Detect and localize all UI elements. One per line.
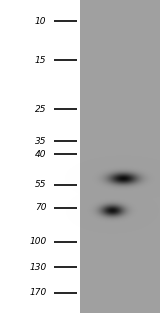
Text: 10: 10	[35, 17, 46, 26]
Text: 35: 35	[35, 137, 46, 146]
Text: 15: 15	[35, 56, 46, 65]
Text: 100: 100	[29, 238, 46, 246]
Text: 25: 25	[35, 105, 46, 114]
Text: 170: 170	[29, 288, 46, 297]
Text: 70: 70	[35, 203, 46, 212]
Text: 40: 40	[35, 150, 46, 159]
Text: 130: 130	[29, 263, 46, 272]
Text: 55: 55	[35, 180, 46, 189]
